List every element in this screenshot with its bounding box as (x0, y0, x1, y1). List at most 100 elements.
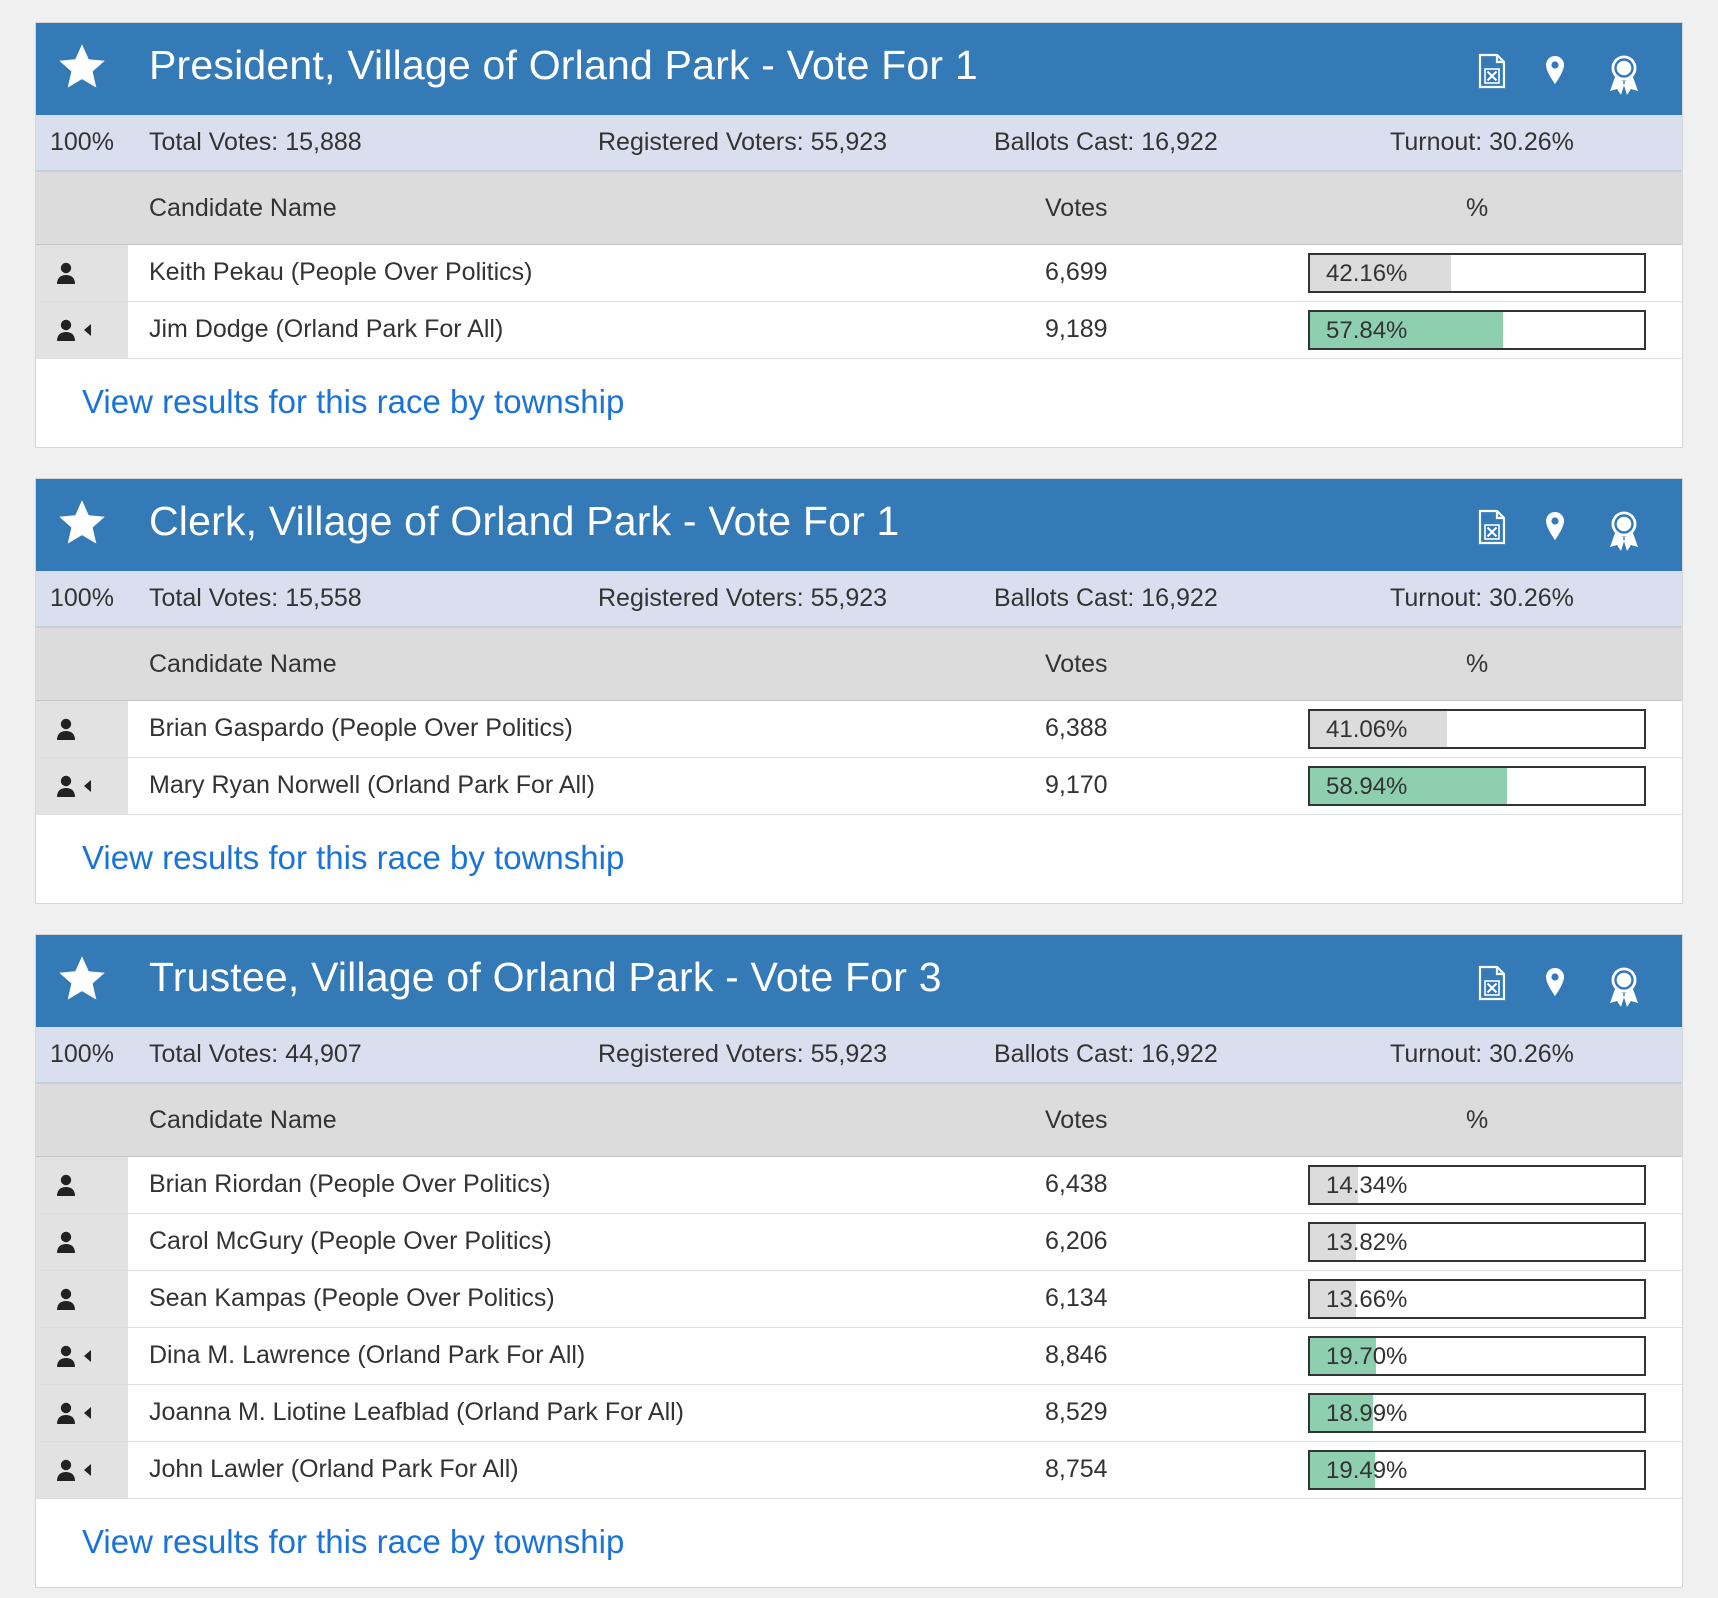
registered-voters: Registered Voters: 55,923 (598, 584, 888, 612)
percent-value: 18.99% (1326, 1400, 1408, 1427)
map-pin-icon[interactable] (1544, 511, 1566, 541)
candidate-icon-cell (36, 1157, 128, 1213)
turnout: Turnout: 30.26% (1390, 1040, 1574, 1068)
votes-header: Votes (1045, 1106, 1108, 1134)
favorite-star-icon[interactable] (56, 41, 108, 93)
candidate-row: Brian Gaspardo (People Over Politics) 6,… (36, 701, 1682, 758)
ballots-cast: Ballots Cast: 16,922 (994, 128, 1218, 156)
candidate-list: Keith Pekau (People Over Politics) 6,699… (36, 245, 1682, 359)
race-title: Trustee, Village of Orland Park - Vote F… (149, 954, 942, 1000)
percent-bar: 42.16% (1308, 253, 1646, 293)
person-icon (57, 1345, 75, 1367)
excel-export-icon[interactable] (1477, 965, 1507, 1001)
registered-voters: Registered Voters: 55,923 (598, 128, 888, 156)
candidate-name: Dina M. Lawrence (Orland Park For All) (149, 1341, 586, 1369)
percent-bar: 13.66% (1308, 1279, 1646, 1319)
total-votes: Total Votes: 15,888 (149, 128, 362, 156)
view-by-township-link[interactable]: View results for this race by township (82, 839, 625, 876)
winner-caret-icon (84, 1350, 91, 1362)
percent-bar-fill (1310, 255, 1451, 291)
township-link-row: View results for this race by township (36, 815, 1682, 903)
candidate-icon-cell (36, 701, 128, 757)
township-link-row: View results for this race by township (36, 359, 1682, 447)
percent-value: 13.66% (1326, 1286, 1408, 1313)
candidate-name: Brian Gaspardo (People Over Politics) (149, 714, 573, 742)
candidate-name-header: Candidate Name (149, 1106, 337, 1134)
total-votes: Total Votes: 15,558 (149, 584, 362, 612)
candidate-row: Brian Riordan (People Over Politics) 6,4… (36, 1157, 1682, 1214)
candidate-row: Dina M. Lawrence (Orland Park For All) 8… (36, 1328, 1682, 1385)
candidate-row: John Lawler (Orland Park For All) 8,754 … (36, 1442, 1682, 1499)
candidate-name: Jim Dodge (Orland Park For All) (149, 315, 504, 343)
candidate-name-header: Candidate Name (149, 194, 337, 222)
candidate-icon-cell (36, 1385, 128, 1441)
race-header: Clerk, Village of Orland Park - Vote For… (36, 479, 1682, 571)
total-votes: Total Votes: 44,907 (149, 1040, 362, 1068)
favorite-star-icon[interactable] (56, 497, 108, 549)
percent-bar: 14.34% (1308, 1165, 1646, 1205)
candidate-votes: 6,134 (1045, 1284, 1108, 1312)
award-ribbon-icon[interactable] (1606, 965, 1642, 1009)
person-icon (57, 1459, 75, 1481)
registered-voters: Registered Voters: 55,923 (598, 1040, 888, 1068)
percent-value: 57.84% (1326, 317, 1408, 344)
candidate-row: Keith Pekau (People Over Politics) 6,699… (36, 245, 1682, 302)
percent-bar: 41.06% (1308, 709, 1646, 749)
column-header-row: Candidate Name Votes % (36, 1084, 1682, 1157)
favorite-star-icon[interactable] (56, 953, 108, 1005)
candidate-row: Carol McGury (People Over Politics) 6,20… (36, 1214, 1682, 1271)
race-header: President, Village of Orland Park - Vote… (36, 23, 1682, 115)
view-by-township-link[interactable]: View results for this race by township (82, 1523, 625, 1560)
column-header-row: Candidate Name Votes % (36, 628, 1682, 701)
winner-caret-icon (84, 780, 91, 792)
excel-export-icon[interactable] (1477, 53, 1507, 89)
candidate-name: Mary Ryan Norwell (Orland Park For All) (149, 771, 595, 799)
candidate-name: Carol McGury (People Over Politics) (149, 1227, 552, 1255)
percent-bar-fill (1310, 1167, 1358, 1203)
candidate-row: Jim Dodge (Orland Park For All) 9,189 57… (36, 302, 1682, 359)
race-summary-bar: 100% Total Votes: 15,558 Registered Vote… (36, 571, 1682, 628)
percent-header: % (1466, 194, 1489, 222)
race-title: President, Village of Orland Park - Vote… (149, 42, 978, 88)
winner-caret-icon (84, 324, 91, 336)
percent-bar: 58.94% (1308, 766, 1646, 806)
map-pin-icon[interactable] (1544, 55, 1566, 85)
excel-export-icon[interactable] (1477, 509, 1507, 545)
race-summary-bar: 100% Total Votes: 44,907 Registered Vote… (36, 1027, 1682, 1084)
race-header: Trustee, Village of Orland Park - Vote F… (36, 935, 1682, 1027)
percent-bar-fill (1310, 1224, 1357, 1260)
turnout: Turnout: 30.26% (1390, 584, 1574, 612)
person-icon (57, 1288, 75, 1310)
winner-caret-icon (84, 1464, 91, 1476)
award-ribbon-icon[interactable] (1606, 509, 1642, 553)
precincts-reporting: 100% (50, 1040, 114, 1068)
award-ribbon-icon[interactable] (1606, 53, 1642, 97)
percent-header: % (1466, 1106, 1489, 1134)
candidate-row: Joanna M. Liotine Leafblad (Orland Park … (36, 1385, 1682, 1442)
percent-value: 41.06% (1326, 716, 1408, 743)
candidate-list: Brian Gaspardo (People Over Politics) 6,… (36, 701, 1682, 815)
person-icon (57, 1174, 75, 1196)
candidate-icon-cell (36, 1271, 128, 1327)
percent-value: 14.34% (1326, 1172, 1408, 1199)
map-pin-icon[interactable] (1544, 967, 1566, 997)
percent-bar: 57.84% (1308, 310, 1646, 350)
ballots-cast: Ballots Cast: 16,922 (994, 1040, 1218, 1068)
candidate-votes: 9,189 (1045, 315, 1108, 343)
candidate-name: Keith Pekau (People Over Politics) (149, 258, 533, 286)
percent-bar-fill (1310, 768, 1507, 804)
percent-bar-fill (1310, 1395, 1374, 1431)
precincts-reporting: 100% (50, 128, 114, 156)
candidate-name: Brian Riordan (People Over Politics) (149, 1170, 551, 1198)
township-link-row: View results for this race by township (36, 1499, 1682, 1587)
percent-bar: 18.99% (1308, 1393, 1646, 1433)
person-icon (57, 775, 75, 797)
person-icon (57, 319, 75, 341)
percent-bar-fill (1310, 1338, 1376, 1374)
percent-bar-fill (1310, 1452, 1376, 1488)
person-icon (57, 1402, 75, 1424)
candidate-icon-cell (36, 302, 128, 358)
view-by-township-link[interactable]: View results for this race by township (82, 383, 625, 420)
column-header-row: Candidate Name Votes % (36, 172, 1682, 245)
ballots-cast: Ballots Cast: 16,922 (994, 584, 1218, 612)
